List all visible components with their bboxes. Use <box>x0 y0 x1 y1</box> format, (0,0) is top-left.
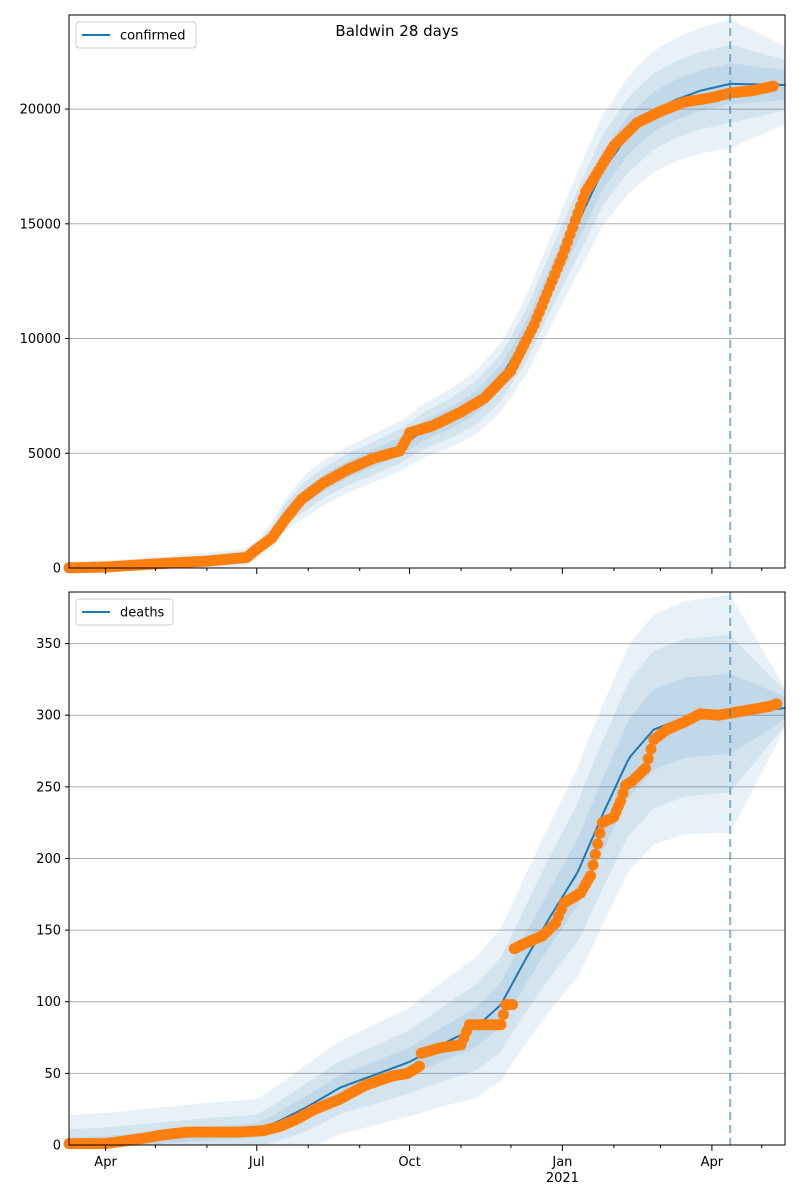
y-tick-label: 5000 <box>28 447 61 462</box>
legend-box <box>75 21 197 49</box>
chart-title: Baldwin 28 days <box>335 22 458 40</box>
legend-label: deaths <box>120 606 165 621</box>
y-tick-label: 250 <box>36 780 61 795</box>
observed-point <box>585 870 597 882</box>
observed-point <box>645 743 657 755</box>
y-tick-label: 50 <box>44 1067 61 1082</box>
y-tick-label: 10000 <box>20 332 61 347</box>
x-tick-label: Jan <box>551 1155 572 1170</box>
x-tick-label: Oct <box>398 1155 420 1170</box>
uncertainty-band-2 <box>69 44 785 569</box>
uncertainty-band-3 <box>69 594 785 1145</box>
y-tick-label: 150 <box>36 924 61 939</box>
observed-point <box>497 1009 509 1021</box>
observed-point <box>640 762 651 774</box>
observed-point <box>771 698 783 710</box>
observed-point <box>642 753 654 765</box>
legend-box <box>75 598 174 626</box>
observed-point <box>414 1060 425 1072</box>
observed-point <box>495 1019 507 1031</box>
observed-point <box>587 859 599 871</box>
x-year-label: 2021 <box>546 1171 579 1186</box>
observed-point <box>507 999 519 1011</box>
y-tick-label: 15000 <box>20 217 61 232</box>
observed-point <box>592 838 604 850</box>
x-tick-label: Jul <box>248 1155 265 1170</box>
y-tick-label: 100 <box>36 995 61 1010</box>
y-tick-label: 0 <box>53 1139 61 1154</box>
axes-frame <box>68 14 786 569</box>
confirmed-panel: 0 5000 10000 15000 20000 confirmed <box>20 14 786 577</box>
x-tick-label: Apr <box>701 1155 724 1170</box>
uncertainty-band-2 <box>69 635 785 1145</box>
deaths-legend: deaths <box>75 598 174 626</box>
y-tick-label: 0 <box>53 562 61 577</box>
axes-frame <box>68 591 786 1146</box>
observed-point <box>594 827 606 839</box>
y-tick-label: 200 <box>36 852 61 867</box>
observed-point <box>589 849 601 860</box>
legend-label: confirmed <box>120 29 186 44</box>
confirmed-legend: confirmed <box>75 21 197 49</box>
uncertainty-band-1 <box>69 673 785 1145</box>
deaths-panel: 0 50 100 150 200 250 300 350 Apr Jul Oct Jan Apr 2021… <box>36 591 786 1186</box>
observed-point <box>767 80 779 92</box>
y-tick-label: 350 <box>36 637 61 652</box>
y-tick-label: 300 <box>36 709 61 724</box>
y-tick-label: 20000 <box>20 103 61 118</box>
x-tick-label: Apr <box>94 1155 117 1170</box>
